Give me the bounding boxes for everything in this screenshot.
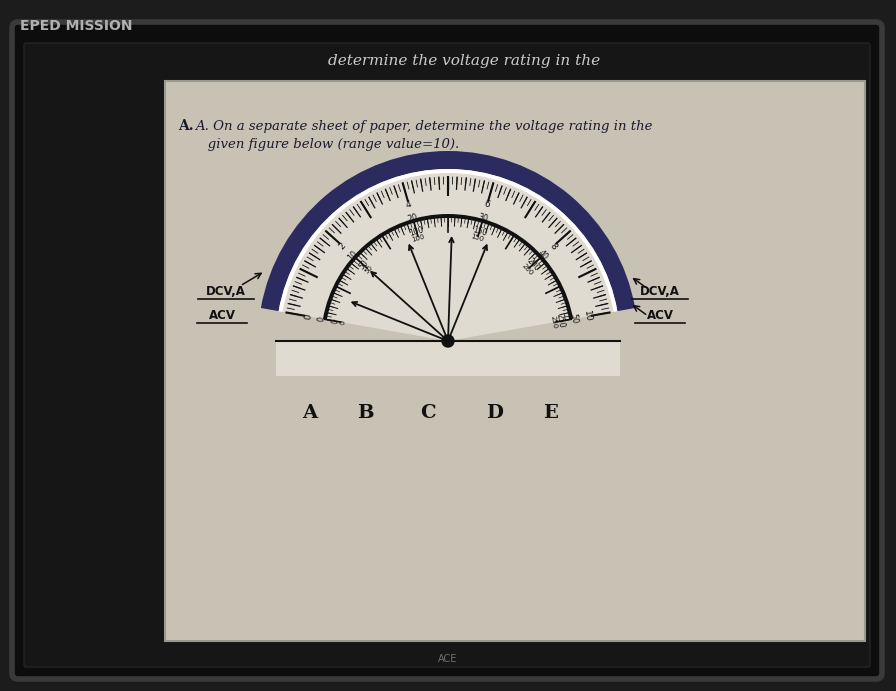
Text: 10: 10	[346, 249, 359, 262]
Text: 50: 50	[363, 264, 374, 275]
Text: 100: 100	[409, 225, 425, 238]
Text: A.: A.	[178, 119, 194, 133]
Text: B: B	[357, 404, 374, 422]
Text: A. On a separate sheet of paper, determine the voltage rating in the: A. On a separate sheet of paper, determi…	[195, 120, 652, 133]
Text: 0: 0	[317, 316, 327, 322]
Wedge shape	[279, 169, 617, 312]
FancyBboxPatch shape	[24, 43, 870, 667]
Text: 150: 150	[470, 234, 485, 243]
Text: 0: 0	[340, 320, 346, 325]
Text: determine the voltage rating in the: determine the voltage rating in the	[328, 54, 600, 68]
Text: 50: 50	[357, 258, 370, 272]
Text: 2: 2	[337, 241, 348, 251]
Wedge shape	[323, 214, 573, 320]
Text: 250: 250	[555, 313, 566, 329]
Wedge shape	[261, 151, 635, 311]
Text: 150: 150	[471, 225, 487, 238]
FancyBboxPatch shape	[12, 22, 882, 679]
Text: E: E	[543, 404, 557, 422]
FancyBboxPatch shape	[165, 81, 865, 641]
Text: 200: 200	[521, 263, 534, 276]
Text: 250: 250	[549, 315, 557, 330]
Text: 100: 100	[411, 234, 426, 243]
Text: 40: 40	[537, 249, 550, 262]
Text: 0: 0	[331, 318, 340, 324]
Text: 6: 6	[483, 200, 491, 209]
Text: ACV: ACV	[209, 308, 236, 321]
FancyBboxPatch shape	[276, 341, 620, 376]
Text: 20: 20	[407, 212, 418, 224]
Text: 4: 4	[405, 200, 413, 209]
Text: 8: 8	[548, 241, 559, 251]
Text: given figure below (range value=10).: given figure below (range value=10).	[195, 138, 460, 151]
Wedge shape	[279, 169, 617, 341]
Text: 200: 200	[524, 256, 541, 273]
Circle shape	[442, 335, 454, 347]
Text: C: C	[420, 404, 435, 422]
Text: D: D	[487, 404, 504, 422]
Text: 50: 50	[569, 313, 580, 325]
Text: ACV: ACV	[647, 308, 674, 321]
Text: 0: 0	[303, 313, 313, 320]
Text: DCV,A: DCV,A	[206, 285, 246, 298]
Text: 30: 30	[478, 212, 489, 224]
Text: EPED MISSION: EPED MISSION	[20, 19, 133, 33]
Text: 10: 10	[582, 310, 593, 323]
Text: DCV,A: DCV,A	[640, 285, 680, 298]
Text: A: A	[303, 404, 317, 422]
Text: ACE: ACE	[438, 654, 458, 664]
